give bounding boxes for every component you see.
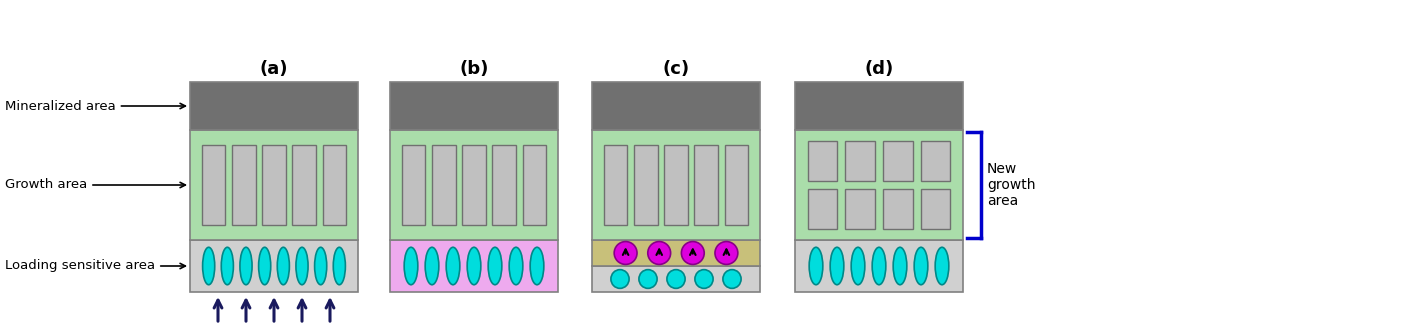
Bar (292, 145, 316, 225)
Ellipse shape (405, 247, 417, 285)
Text: (d): (d) (864, 60, 894, 78)
Bar (431, 145, 455, 225)
Bar (795, 82, 963, 130)
Text: Growth area: Growth area (6, 179, 185, 191)
Text: (a): (a) (259, 60, 288, 78)
Ellipse shape (314, 247, 327, 285)
Bar (846, 189, 874, 229)
Bar (883, 141, 912, 181)
Text: (c): (c) (663, 60, 689, 78)
Ellipse shape (426, 247, 439, 285)
Ellipse shape (240, 247, 252, 285)
Ellipse shape (809, 247, 823, 285)
Text: Loading sensitive area: Loading sensitive area (6, 259, 185, 273)
Ellipse shape (914, 247, 928, 285)
Bar (190, 130, 358, 240)
Bar (402, 145, 426, 225)
Ellipse shape (611, 270, 629, 288)
Bar (523, 145, 546, 225)
Ellipse shape (681, 242, 704, 264)
Bar (921, 141, 950, 181)
Bar (634, 145, 657, 225)
Ellipse shape (221, 247, 234, 285)
Bar (664, 145, 688, 225)
Ellipse shape (488, 247, 502, 285)
Ellipse shape (258, 247, 271, 285)
Bar (323, 145, 347, 225)
Bar (592, 82, 760, 130)
Bar (603, 145, 627, 225)
Ellipse shape (296, 247, 307, 285)
Bar (795, 240, 963, 292)
Bar (262, 145, 286, 225)
Bar (808, 141, 838, 181)
Bar (883, 189, 912, 229)
Ellipse shape (647, 242, 671, 264)
Ellipse shape (715, 242, 737, 264)
Bar (808, 189, 838, 229)
Bar (695, 145, 718, 225)
Text: Mineralized area: Mineralized area (6, 100, 185, 113)
Ellipse shape (723, 270, 742, 288)
Ellipse shape (203, 247, 214, 285)
Ellipse shape (509, 247, 523, 285)
Bar (795, 130, 963, 240)
Bar (190, 240, 358, 292)
Ellipse shape (935, 247, 949, 285)
Bar (190, 82, 358, 130)
Ellipse shape (615, 242, 637, 264)
Bar (391, 130, 558, 240)
Bar (846, 141, 874, 181)
Ellipse shape (278, 247, 289, 285)
Bar (725, 145, 749, 225)
Ellipse shape (830, 247, 843, 285)
Ellipse shape (639, 270, 657, 288)
Bar (202, 145, 226, 225)
Bar (921, 189, 950, 229)
Bar (592, 266, 760, 292)
Ellipse shape (873, 247, 885, 285)
Ellipse shape (667, 270, 685, 288)
Ellipse shape (893, 247, 907, 285)
Text: (b): (b) (460, 60, 489, 78)
Text: New
growth
area: New growth area (987, 162, 1035, 208)
Bar (391, 240, 558, 292)
Bar (592, 240, 760, 266)
Ellipse shape (333, 247, 345, 285)
Ellipse shape (530, 247, 544, 285)
Bar (462, 145, 486, 225)
Bar (592, 130, 760, 240)
Bar (233, 145, 255, 225)
Ellipse shape (467, 247, 481, 285)
Bar (492, 145, 516, 225)
Ellipse shape (852, 247, 864, 285)
Bar (391, 82, 558, 130)
Ellipse shape (695, 270, 713, 288)
Ellipse shape (446, 247, 460, 285)
